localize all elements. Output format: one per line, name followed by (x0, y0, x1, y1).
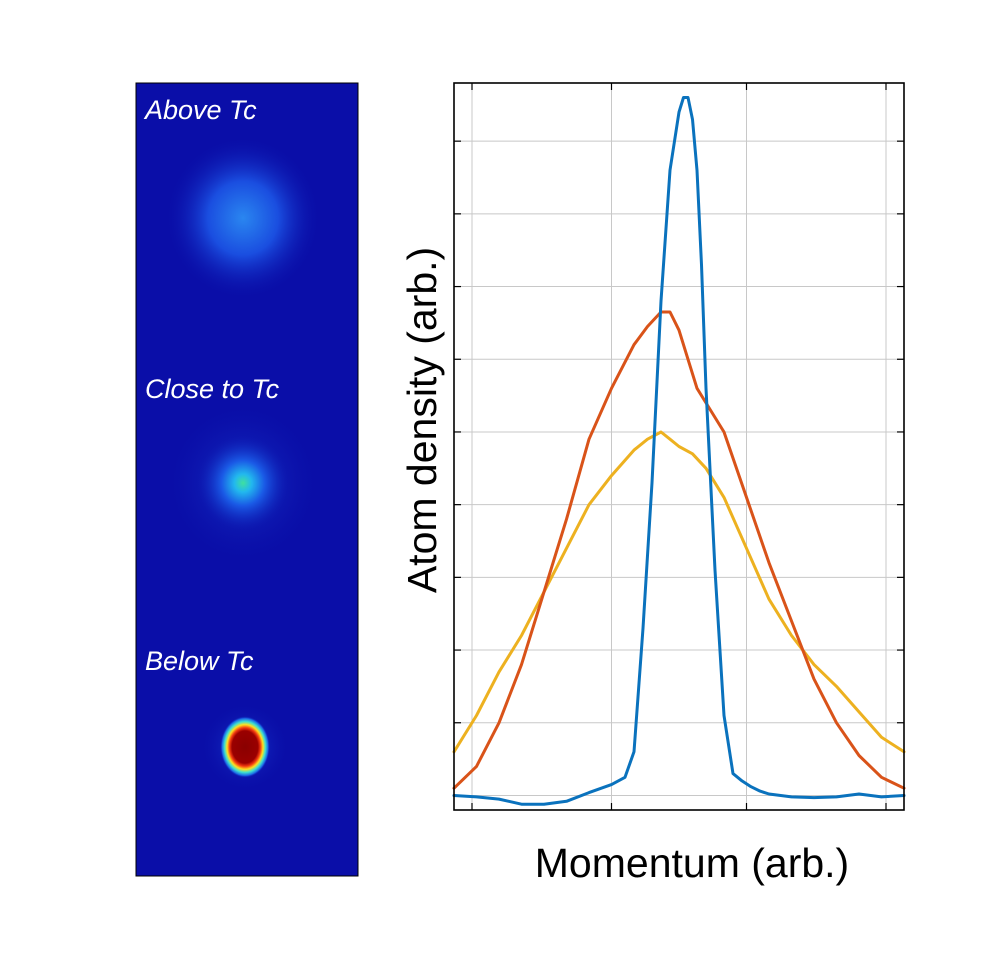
series-line-narrow (452, 96, 906, 806)
panel-label-below-tc: Below Tc (145, 646, 254, 676)
panel-label-close-to-tc: Close to Tc (145, 374, 280, 404)
panel-label-above-tc: Above Tc (143, 95, 257, 125)
grid (454, 83, 904, 810)
cloud-close-to-tc (195, 433, 291, 533)
condensate-below-tc (220, 716, 270, 778)
cloud-above-tc (165, 136, 321, 300)
series-line-broad (452, 430, 906, 754)
momentum-distribution-plot: Atom density (arb.) Momentum (arb.) (399, 82, 906, 886)
absorption-images: Above Tc Close to Tc Below Tc (135, 82, 359, 877)
series (452, 96, 906, 806)
series-line-medium (452, 310, 906, 790)
plot-frame (453, 82, 905, 811)
x-axis-label: Momentum (arb.) (535, 840, 849, 886)
y-axis-label: Atom density (arb.) (399, 247, 445, 593)
